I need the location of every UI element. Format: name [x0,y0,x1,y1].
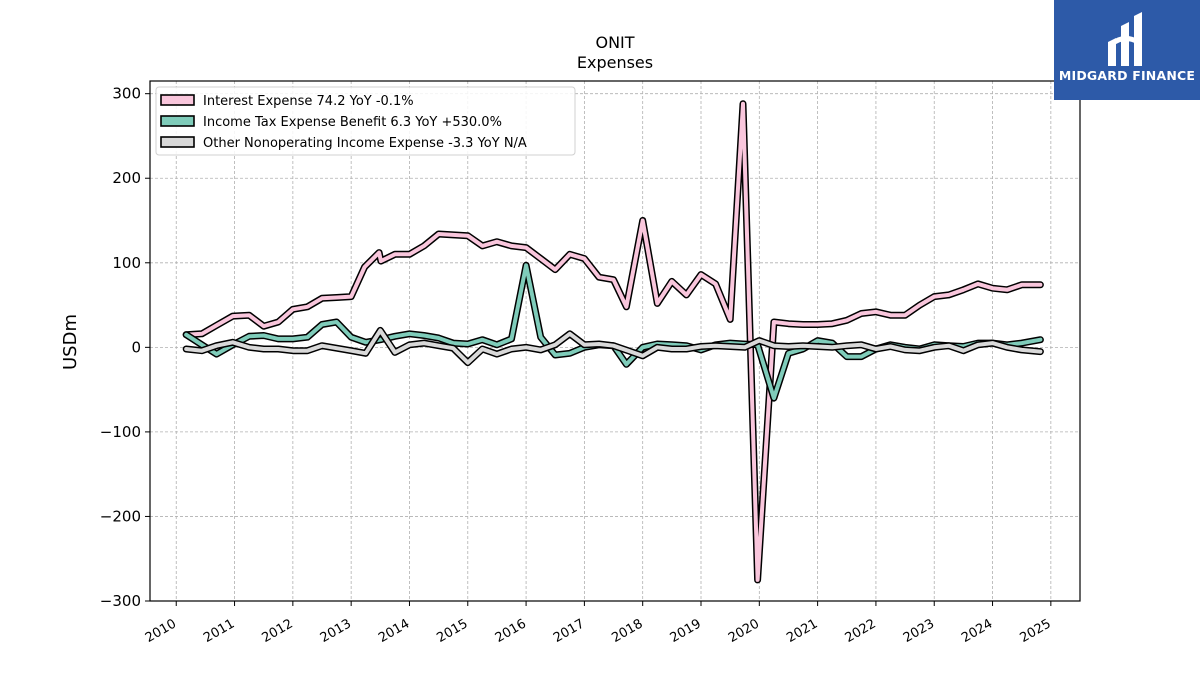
x-axis: 2010 2011 2012 2013 2014 2015 2016 2017 2018 2019… [143,601,1054,646]
y-tick-label: 0 [131,338,141,356]
x-tick-label: 2020 [726,616,762,646]
y-tick-label: 300 [112,85,141,103]
x-tick-label: 2012 [259,616,295,646]
series-line [184,328,1043,365]
legend-box [155,86,576,156]
x-tick-label: 2017 [551,616,587,646]
series-0 [182,100,1044,584]
series-lines [182,100,1044,584]
x-tick-label: 2025 [1017,616,1053,646]
x-tick-label: 2018 [609,616,645,646]
legend-label: Other Nonoperating Income Expense -3.3 Y… [203,136,527,151]
x-tick-label: 2023 [901,616,937,646]
logo-name: MIDGARD FINANCE [1058,68,1196,83]
y-axis: 300 200 100 0 −100 −200 −300 [100,85,150,610]
legend-swatch [160,136,195,148]
legend-swatch [160,94,195,106]
series-line-outline [182,100,1044,584]
y-tick-label: 200 [112,169,141,187]
x-tick-label: 2016 [493,616,529,646]
y-tick-label: −200 [100,507,141,525]
legend: Interest Expense 74.2 YoY -0.1% Income Ta… [155,86,576,156]
x-tick-label: 2014 [376,616,412,646]
x-tick-label: 2015 [434,616,470,646]
midgard-finance-logo: MIDGARD FINANCE [1054,0,1200,100]
series-line [184,101,1043,582]
x-tick-label: 2022 [843,616,879,646]
midgard-logo-icon [1108,12,1142,66]
plot-frame [149,80,1081,602]
y-tick-label: −100 [100,423,141,441]
series-2 [182,326,1044,367]
legend-label: Income Tax Expense Benefit 6.3 YoY +530.… [203,115,502,130]
x-tick-label: 2010 [143,616,179,646]
x-tick-label: 2011 [201,616,237,646]
x-tick-label: 2024 [959,616,995,646]
x-tick-label: 2013 [318,616,354,646]
y-axis-label: USDm [60,314,81,370]
chart-title: ONIT [595,33,634,52]
chart-subtitle: Expenses [577,53,653,72]
x-tick-label: 2019 [668,616,704,646]
legend-swatch [160,115,195,127]
y-tick-label: 100 [112,254,141,272]
legend-label: Interest Expense 74.2 YoY -0.1% [203,94,414,109]
y-tick-label: −300 [100,592,141,610]
x-tick-label: 2021 [784,616,820,646]
